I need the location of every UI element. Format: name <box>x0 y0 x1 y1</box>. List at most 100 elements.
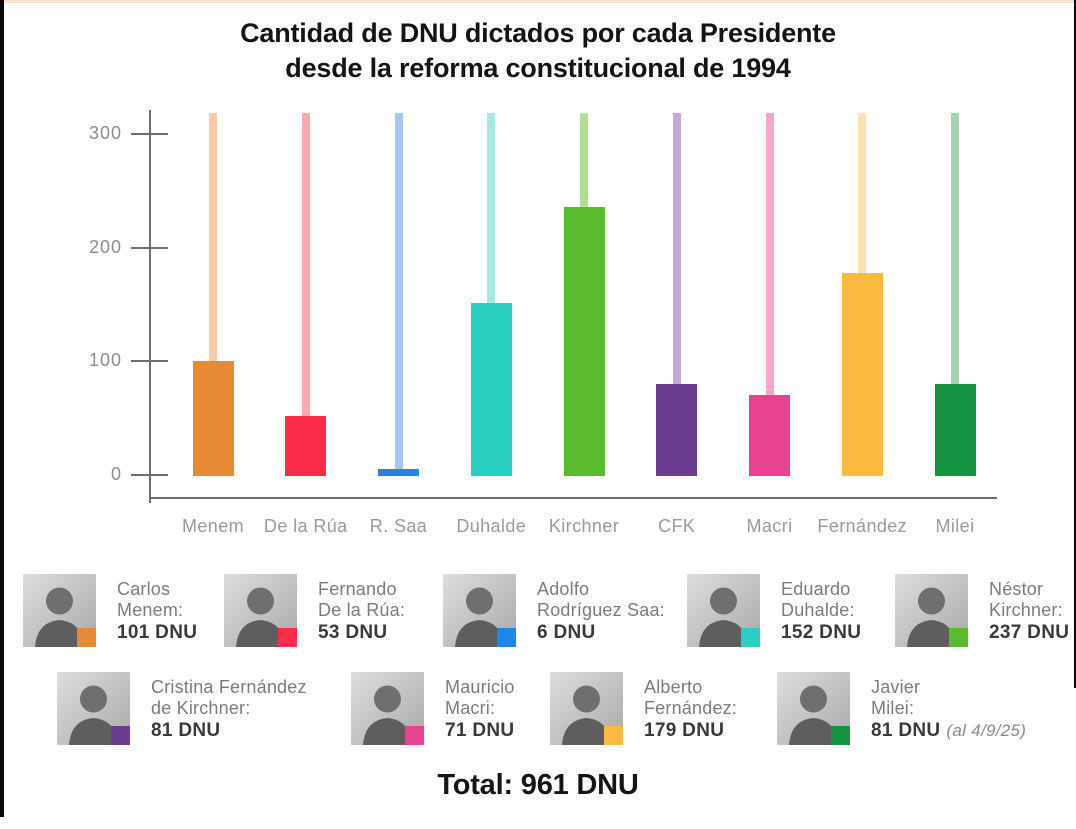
legend-name-line: Rodríguez Saa: <box>537 600 665 620</box>
president-photo <box>443 574 516 647</box>
legend-text: Néstor Kirchner: 237 DNU <box>989 579 1069 644</box>
legend-color-chip <box>831 726 850 745</box>
chart-title-line1: Cantidad de DNU dictados por cada Presid… <box>240 18 836 48</box>
x-label-R. Saa: R. Saa <box>369 516 428 536</box>
legend-entry: Adolfo Rodríguez Saa: 6 DNU <box>443 574 743 647</box>
y-tick <box>131 360 168 363</box>
legend-color-chip <box>405 726 424 745</box>
legend-text: Carlos Menem: 101 DNU <box>117 579 197 644</box>
person-photo-placeholder <box>57 672 130 745</box>
legend-entry: Javier Milei: 81 DNU (al 4/9/25) <box>777 672 1076 745</box>
president-photo <box>57 672 130 745</box>
y-tick-label: 200 <box>88 236 122 257</box>
legend-name-line: de Kirchner: <box>151 698 251 718</box>
legend-name-line: Fernando <box>318 579 397 599</box>
y-tick <box>131 474 168 476</box>
legend-text: Mauricio Macri: 71 DNU <box>445 677 515 742</box>
bar-stem-0 <box>209 113 217 476</box>
legend-entry: Alberto Fernández: 179 DNU <box>550 672 850 745</box>
president-photo <box>224 574 297 647</box>
legend-name-line: Cristina Fernández <box>151 677 307 697</box>
top-edge-line <box>0 0 1076 3</box>
bar-stem-8 <box>951 113 959 476</box>
legend-value: 81 DNU <box>151 720 221 741</box>
president-photo <box>895 574 968 647</box>
legend-text: Fernando De la Rúa: 53 DNU <box>318 579 405 644</box>
legend-color-chip <box>604 726 623 745</box>
legend-text: Alberto Fernández: 179 DNU <box>644 677 737 742</box>
legend-name-line: Eduardo <box>781 579 851 599</box>
bar-Menem <box>192 361 234 476</box>
bar-stem-5 <box>672 113 681 476</box>
x-label-De la Rúa: De la Rúa <box>263 516 348 536</box>
legend-entry: Néstor Kirchner: 237 DNU <box>895 574 1076 647</box>
legend-name-line: Kirchner: <box>989 600 1063 620</box>
legend-entry: Fernando De la Rúa: 53 DNU <box>224 574 524 647</box>
legend-name-line: Mauricio <box>445 677 515 697</box>
legend-name-line: Duhalde: <box>781 600 855 620</box>
bar-De la Rúa <box>285 415 327 476</box>
bar-stem-2 <box>394 113 403 476</box>
legend-value: 71 DNU <box>445 720 515 741</box>
legend-entry: Eduardo Duhalde: 152 DNU <box>687 574 987 647</box>
legend-name-line: Milei: <box>871 698 915 718</box>
total-label: Total: 961 DNU <box>437 769 639 801</box>
x-label-Macri: Macri <box>746 516 793 536</box>
right-edge-line <box>1074 0 1076 688</box>
bar-Kirchner <box>563 206 605 476</box>
legend-text: Adolfo Rodríguez Saa: 6 DNU <box>537 579 665 644</box>
y-axis-line <box>149 110 151 503</box>
x-axis-line <box>149 497 997 499</box>
president-photo <box>351 672 424 745</box>
bar-stem-6 <box>765 113 774 476</box>
y-tick-label: 100 <box>88 350 122 371</box>
bar-stem-3 <box>487 113 496 476</box>
legend-name-line: Néstor <box>989 579 1044 599</box>
legend-name-line: De la Rúa: <box>318 600 406 620</box>
bar-Fernández <box>841 272 883 476</box>
chart-title: Cantidad de DNU dictados por cada Presid… <box>0 16 1076 86</box>
bar-R. Saa <box>378 469 419 476</box>
bar-CFK <box>656 383 698 476</box>
legend-text: Cristina Fernández de Kirchner: 81 DNU <box>151 677 307 742</box>
legend-color-chip <box>497 628 516 647</box>
legend-name-line: Macri: <box>445 698 496 718</box>
legend-entry: Carlos Menem: 101 DNU <box>23 574 323 647</box>
x-label-Menem: Menem <box>181 516 245 536</box>
legend-name-line: Menem: <box>117 600 184 620</box>
legend-value: 101 DNU <box>117 622 198 643</box>
legend-name-line: Fernández: <box>644 698 738 718</box>
y-tick <box>131 133 168 135</box>
y-tick-label: 300 <box>88 123 122 143</box>
legend-value: 237 DNU <box>989 622 1070 643</box>
person-photo-placeholder <box>777 672 850 745</box>
legend-name-line: Alberto <box>644 677 703 697</box>
legend-value: 81 DNU (al 4/9/25) <box>871 720 1027 741</box>
legend-text: Javier Milei: 81 DNU (al 4/9/25) <box>871 677 1026 742</box>
x-label-Milei: Milei <box>935 516 975 536</box>
legend-color-chip <box>278 628 297 647</box>
president-photo <box>687 574 760 647</box>
president-photo <box>23 574 96 647</box>
x-label-Fernández: Fernández <box>817 516 908 536</box>
legend-color-chip <box>77 628 96 647</box>
y-tick <box>131 246 168 249</box>
legend-value: 179 DNU <box>644 720 725 741</box>
legend-entry: Mauricio Macri: 71 DNU <box>351 672 651 745</box>
y-tick-label: 0 <box>110 464 122 484</box>
legend-name-line: Javier <box>871 677 921 697</box>
legend-name-line: Carlos <box>117 579 171 599</box>
president-photo <box>777 672 850 745</box>
legend-color-chip <box>741 628 760 647</box>
bar-Duhalde <box>470 303 512 476</box>
legend-color-chip <box>111 726 130 745</box>
legend-entry: Cristina Fernández de Kirchner: 81 DNU <box>57 672 357 745</box>
bar-Macri <box>749 395 790 476</box>
bar-stem-1 <box>301 113 310 476</box>
person-photo-placeholder <box>443 574 516 647</box>
legend-value-note: (al 4/9/25) <box>946 721 1027 740</box>
president-photo <box>550 672 623 745</box>
